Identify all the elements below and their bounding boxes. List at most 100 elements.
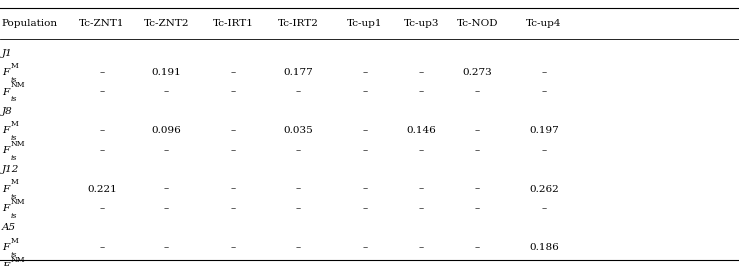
Text: 0.096: 0.096: [151, 126, 181, 135]
Text: 0.191: 0.191: [151, 68, 181, 77]
Text: –: –: [474, 185, 480, 194]
Text: –: –: [99, 126, 105, 135]
Text: –: –: [541, 88, 547, 97]
Text: –: –: [362, 146, 368, 155]
Text: 0.035: 0.035: [284, 126, 313, 135]
Text: 0.186: 0.186: [529, 243, 559, 252]
Text: is: is: [10, 154, 17, 162]
Text: –: –: [418, 243, 424, 252]
Text: Tc-IRT1: Tc-IRT1: [213, 19, 254, 28]
Text: is: is: [10, 76, 17, 84]
Text: –: –: [362, 262, 368, 266]
Text: –: –: [231, 204, 236, 213]
Text: –: –: [231, 243, 236, 252]
Text: –: –: [296, 262, 302, 266]
Text: F: F: [2, 204, 10, 213]
Text: 0.273: 0.273: [463, 68, 492, 77]
Text: is: is: [10, 95, 17, 103]
Text: –: –: [296, 185, 302, 194]
Text: –: –: [99, 243, 105, 252]
Text: F: F: [2, 146, 10, 155]
Text: 0.197: 0.197: [529, 126, 559, 135]
Text: 0.177: 0.177: [284, 68, 313, 77]
Text: –: –: [362, 204, 368, 213]
Text: NM: NM: [10, 81, 25, 89]
Text: 0.262: 0.262: [529, 185, 559, 194]
Text: Tc-NOD: Tc-NOD: [457, 19, 498, 28]
Text: –: –: [163, 243, 169, 252]
Text: NM: NM: [10, 198, 25, 206]
Text: –: –: [231, 68, 236, 77]
Text: Tc-ZNT1: Tc-ZNT1: [79, 19, 125, 28]
Text: –: –: [163, 204, 169, 213]
Text: M: M: [10, 178, 18, 186]
Text: –: –: [362, 126, 368, 135]
Text: –: –: [541, 146, 547, 155]
Text: –: –: [362, 68, 368, 77]
Text: –: –: [474, 88, 480, 97]
Text: F: F: [2, 126, 10, 135]
Text: is: is: [10, 193, 17, 201]
Text: –: –: [99, 146, 105, 155]
Text: Tc-up3: Tc-up3: [403, 19, 439, 28]
Text: Population: Population: [1, 19, 58, 28]
Text: A5: A5: [1, 223, 16, 232]
Text: –: –: [418, 88, 424, 97]
Text: –: –: [163, 262, 169, 266]
Text: –: –: [163, 185, 169, 194]
Text: NM: NM: [10, 256, 25, 264]
Text: –: –: [474, 126, 480, 135]
Text: –: –: [231, 88, 236, 97]
Text: –: –: [474, 204, 480, 213]
Text: is: is: [10, 251, 17, 259]
Text: –: –: [362, 88, 368, 97]
Text: –: –: [231, 126, 236, 135]
Text: 0.221: 0.221: [87, 185, 117, 194]
Text: –: –: [99, 68, 105, 77]
Text: NM: NM: [10, 140, 25, 148]
Text: –: –: [541, 262, 547, 266]
Text: J1: J1: [1, 49, 13, 58]
Text: –: –: [418, 185, 424, 194]
Text: –: –: [296, 243, 302, 252]
Text: –: –: [296, 204, 302, 213]
Text: –: –: [362, 185, 368, 194]
Text: –: –: [163, 146, 169, 155]
Text: F: F: [2, 68, 10, 77]
Text: J12: J12: [1, 165, 19, 174]
Text: –: –: [231, 262, 236, 266]
Text: –: –: [541, 204, 547, 213]
Text: Tc-up1: Tc-up1: [347, 19, 383, 28]
Text: J8: J8: [1, 107, 13, 116]
Text: –: –: [99, 262, 105, 266]
Text: F: F: [2, 262, 10, 266]
Text: Tc-ZNT2: Tc-ZNT2: [143, 19, 189, 28]
Text: M: M: [10, 237, 18, 245]
Text: F: F: [2, 243, 10, 252]
Text: –: –: [99, 204, 105, 213]
Text: Tc-IRT2: Tc-IRT2: [278, 19, 319, 28]
Text: –: –: [418, 68, 424, 77]
Text: 0.146: 0.146: [406, 126, 436, 135]
Text: –: –: [418, 146, 424, 155]
Text: M: M: [10, 120, 18, 128]
Text: F: F: [2, 185, 10, 194]
Text: –: –: [541, 68, 547, 77]
Text: is: is: [10, 134, 17, 142]
Text: –: –: [474, 243, 480, 252]
Text: –: –: [418, 204, 424, 213]
Text: –: –: [296, 88, 302, 97]
Text: –: –: [418, 262, 424, 266]
Text: is: is: [10, 212, 17, 220]
Text: Tc-up4: Tc-up4: [526, 19, 562, 28]
Text: –: –: [474, 146, 480, 155]
Text: –: –: [362, 243, 368, 252]
Text: M: M: [10, 62, 18, 70]
Text: –: –: [231, 146, 236, 155]
Text: –: –: [474, 262, 480, 266]
Text: F: F: [2, 88, 10, 97]
Text: –: –: [163, 88, 169, 97]
Text: –: –: [231, 185, 236, 194]
Text: –: –: [296, 146, 302, 155]
Text: –: –: [99, 88, 105, 97]
